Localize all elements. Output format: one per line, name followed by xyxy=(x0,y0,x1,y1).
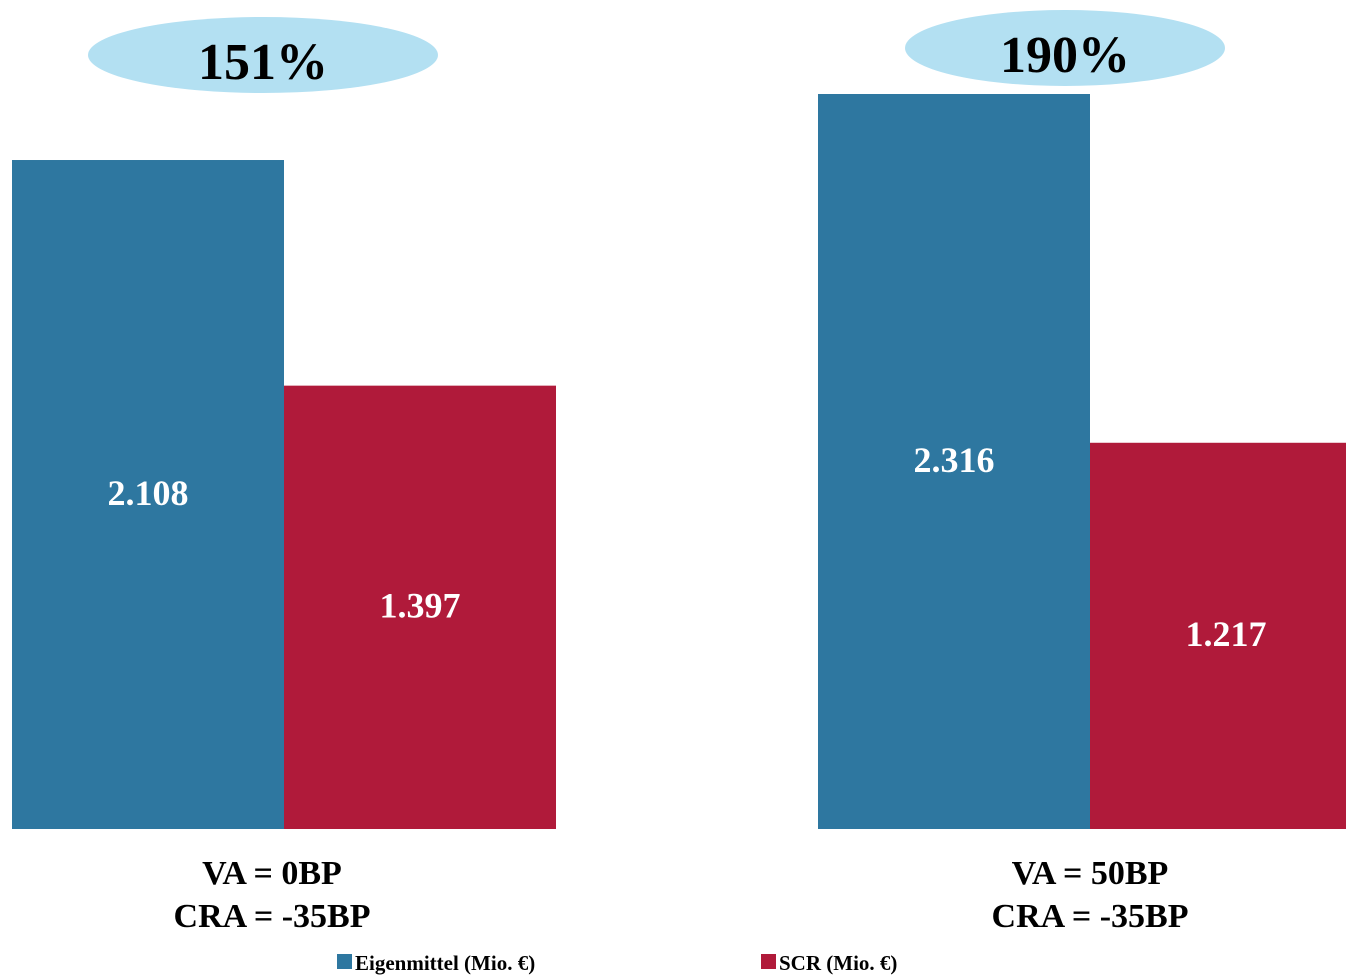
value-label: 2.108 xyxy=(108,473,189,513)
value-label: 1.397 xyxy=(380,586,461,626)
x-tick-label: VA = 0BP xyxy=(202,855,342,892)
annotation-bubble xyxy=(905,10,1225,86)
bar xyxy=(12,160,284,829)
legend-swatch xyxy=(761,954,776,969)
x-tick-label: VA = 50BP xyxy=(1012,855,1169,892)
legend-label: SCR (Mio. €) xyxy=(779,951,897,975)
bar xyxy=(818,94,1090,829)
bar xyxy=(284,385,556,829)
bar xyxy=(1090,442,1346,829)
legend-swatch xyxy=(337,954,352,969)
value-label: 2.316 xyxy=(914,440,995,480)
x-tick-label: CRA = -35BP xyxy=(992,898,1189,935)
legend-label: Eigenmittel (Mio. €) xyxy=(355,951,535,975)
annotation-bubble xyxy=(88,17,438,93)
x-tick-label: CRA = -35BP xyxy=(174,898,371,935)
value-label: 1.217 xyxy=(1186,614,1267,654)
annotation: 151% xyxy=(198,34,328,91)
annotation: 190% xyxy=(1000,27,1130,84)
